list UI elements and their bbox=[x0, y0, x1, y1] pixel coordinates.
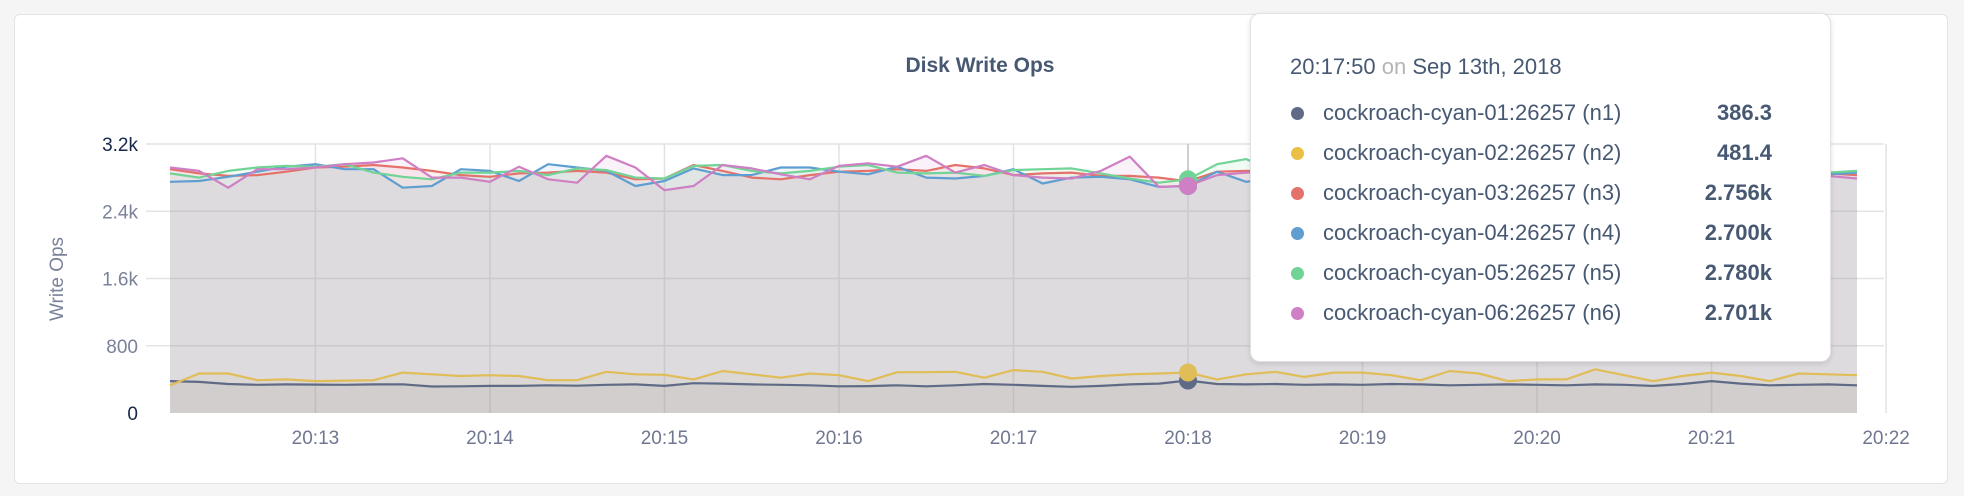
x-tick-label: 20:13 bbox=[292, 428, 340, 449]
chart-title: Disk Write Ops bbox=[906, 54, 1055, 77]
tooltip-series-value: 2.756k bbox=[1704, 180, 1772, 205]
series-color-dot-icon bbox=[1291, 307, 1304, 320]
tooltip-series-value: 2.780k bbox=[1704, 260, 1772, 285]
y-tick-label: 0 bbox=[127, 404, 138, 425]
tooltip-on: on bbox=[1381, 54, 1407, 79]
x-tick-label: 20:16 bbox=[815, 428, 863, 449]
series-color-dot-icon bbox=[1291, 227, 1304, 240]
y-tick-label: 800 bbox=[106, 337, 138, 358]
tooltip-row: cockroach-cyan-06:26257 (n6) 2.701k bbox=[1251, 294, 1830, 334]
series-area-n1 bbox=[170, 380, 1857, 413]
series-color-dot-icon bbox=[1291, 147, 1304, 160]
tooltip-series-value: 481.4 bbox=[1716, 140, 1772, 165]
y-tick-label: 2.4k bbox=[102, 202, 138, 223]
hover-point-n6 bbox=[1179, 176, 1198, 195]
tooltip-series-value: 2.700k bbox=[1704, 220, 1772, 245]
x-tick-label: 20:17 bbox=[990, 428, 1038, 449]
x-tick-label: 20:15 bbox=[641, 428, 689, 449]
tooltip-row: cockroach-cyan-02:26257 (n2) 481.4 bbox=[1251, 134, 1830, 174]
series-color-dot-icon bbox=[1291, 267, 1304, 280]
tooltip-series-label: cockroach-cyan-04:26257 (n4) bbox=[1323, 220, 1622, 245]
tooltip-row: cockroach-cyan-01:26257 (n1) 386.3 bbox=[1251, 94, 1830, 134]
hover-markers bbox=[1179, 144, 1198, 413]
tooltip-series-label: cockroach-cyan-03:26257 (n3) bbox=[1323, 180, 1622, 205]
y-axis-label: Write Ops bbox=[47, 237, 68, 321]
y-tick-label: 1.6k bbox=[102, 270, 138, 291]
series-area-n2 bbox=[170, 369, 1857, 413]
y-axis-ticks: 0 800 1.6k 2.4k 3.2k bbox=[102, 135, 138, 425]
tooltip-series-label: cockroach-cyan-02:26257 (n2) bbox=[1323, 140, 1622, 165]
x-tick-label: 20:14 bbox=[466, 428, 514, 449]
x-tick-label: 20:21 bbox=[1688, 428, 1736, 449]
tooltip-time: 20:17:50 bbox=[1290, 54, 1376, 79]
tooltip-row: cockroach-cyan-05:26257 (n5) 2.780k bbox=[1251, 254, 1830, 294]
hover-point-n2 bbox=[1179, 363, 1198, 382]
series-color-dot-icon bbox=[1291, 107, 1304, 120]
tooltip-header: 20:17:50 on Sep 13th, 2018 bbox=[1290, 54, 1562, 80]
tooltip-series-label: cockroach-cyan-05:26257 (n5) bbox=[1323, 260, 1622, 285]
x-axis-ticks: 20:13 20:14 20:15 20:16 20:17 20:18 20:19 20:20… bbox=[292, 428, 1910, 449]
x-tick-label: 20:19 bbox=[1339, 428, 1387, 449]
tooltip-row: cockroach-cyan-04:26257 (n4) 2.700k bbox=[1251, 214, 1830, 254]
y-tick-label: 3.2k bbox=[102, 135, 138, 156]
tooltip-series-value: 386.3 bbox=[1716, 100, 1772, 125]
tooltip-series-label: cockroach-cyan-01:26257 (n1) bbox=[1323, 100, 1622, 125]
tooltip-row: cockroach-cyan-03:26257 (n3) 2.756k bbox=[1251, 174, 1830, 214]
hover-tooltip: 20:17:50 on Sep 13th, 2018 cockroach-cya… bbox=[1250, 13, 1831, 362]
tooltip-date: Sep 13th, 2018 bbox=[1412, 54, 1562, 79]
x-tick-label: 20:22 bbox=[1862, 428, 1910, 449]
tooltip-series-value: 2.701k bbox=[1704, 300, 1772, 325]
x-tick-label: 20:20 bbox=[1513, 428, 1561, 449]
x-tick-label: 20:18 bbox=[1164, 428, 1212, 449]
tooltip-series-label: cockroach-cyan-06:26257 (n6) bbox=[1323, 300, 1622, 325]
series-color-dot-icon bbox=[1291, 187, 1304, 200]
